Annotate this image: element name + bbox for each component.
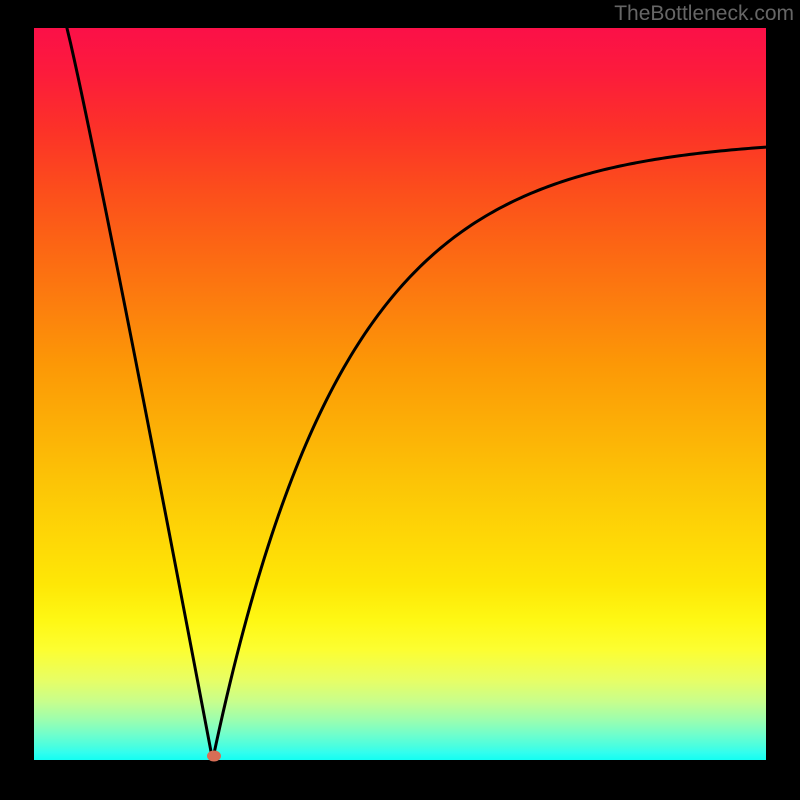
bottleneck-curve: [34, 28, 766, 760]
plot-area: [34, 28, 766, 760]
minimum-marker: [207, 751, 221, 762]
watermark-text: TheBottleneck.com: [614, 2, 794, 26]
